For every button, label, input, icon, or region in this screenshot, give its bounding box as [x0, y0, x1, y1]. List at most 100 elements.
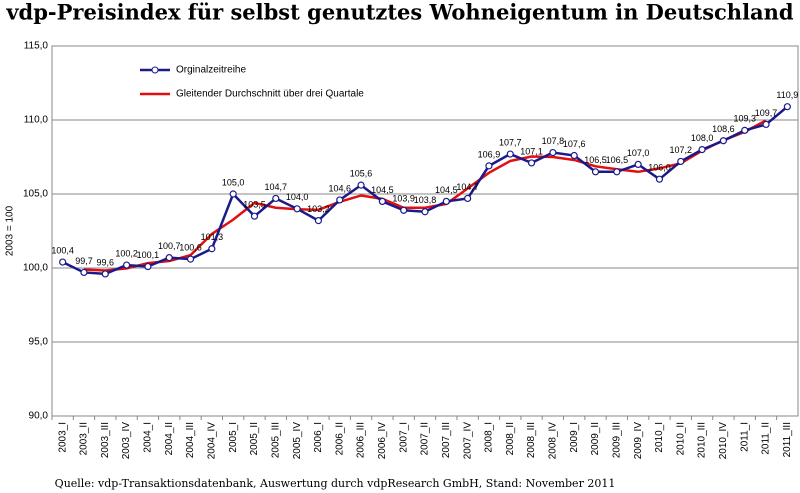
point: [613, 168, 621, 176]
point: [378, 197, 386, 205]
value-label: 104,7: [265, 182, 288, 192]
x-tick-label: 2004_IV: [206, 422, 217, 460]
value-label: 100,7: [158, 241, 181, 251]
point: [229, 190, 237, 198]
point: [101, 270, 109, 278]
value-label: 107,1: [520, 146, 543, 156]
legend-label: Orginalzeitreihe: [176, 65, 246, 76]
value-label: 109,3: [733, 114, 756, 124]
point: [314, 217, 323, 225]
x-tick-label: 2004_III: [185, 422, 196, 458]
x-tick-label: 2007_IV: [462, 422, 473, 460]
point: [122, 261, 131, 269]
x-tick-label: 2006_I: [313, 422, 324, 453]
x-tick-label: 2003_III: [100, 422, 111, 458]
value-label: 105,6: [350, 168, 373, 178]
x-tick-label: 2010_IV: [718, 422, 729, 460]
point: [59, 258, 67, 266]
x-tick-label: 2009_I: [569, 422, 580, 453]
x-tick-label: 2008_III: [526, 422, 537, 458]
point: [464, 194, 472, 203]
point: [570, 151, 578, 160]
value-label: 104,6: [328, 183, 351, 193]
value-label: 107,7: [499, 137, 522, 147]
value-label: 104,5: [435, 185, 458, 195]
x-tick-label: 2003_I: [57, 422, 68, 453]
x-tick-label: 2010_III: [697, 422, 708, 458]
point: [357, 181, 365, 189]
value-label: 107,2: [670, 145, 693, 155]
value-label: 108,0: [691, 133, 714, 143]
point: [250, 212, 259, 220]
value-label: 106,5: [584, 155, 607, 165]
point: [485, 162, 493, 170]
y-tick-label: 110,0: [24, 115, 49, 126]
legend-label: Gleitender Durchschnitt über drei Quarta…: [176, 89, 364, 100]
value-label: 110,9: [776, 90, 798, 100]
point: [442, 197, 450, 205]
y-tick-label: 95,0: [29, 337, 49, 348]
y-tick-label: 100,0: [23, 263, 48, 274]
point: [144, 262, 152, 271]
x-tick-label: 2005_I: [228, 422, 239, 453]
x-tick-label: 2006_II: [334, 422, 345, 455]
value-label: 100,2: [115, 248, 138, 258]
value-label: 108,6: [712, 124, 735, 134]
value-label: 103,2: [307, 204, 330, 214]
y-tick-label: 90,0: [29, 411, 49, 422]
value-label: 107,6: [563, 139, 586, 149]
point: [591, 168, 600, 176]
x-tick-label: 2003_IV: [121, 422, 132, 460]
value-label: 107,0: [627, 148, 650, 158]
x-tick-label: 2008_II: [505, 422, 516, 455]
point: [677, 157, 685, 166]
value-label: 101,3: [201, 232, 224, 242]
x-tick-label: 2011_III: [782, 422, 793, 457]
source: Quelle: vdp-Transaktionsdatenbank, Auswe…: [55, 477, 616, 490]
plot-area: [51, 45, 799, 417]
x-tick-label: 2006_IV: [377, 422, 388, 460]
series-line: [83, 119, 767, 272]
point: [762, 120, 770, 129]
point: [293, 205, 301, 213]
value-label: 100,1: [137, 250, 160, 260]
point: [783, 103, 791, 111]
point: [165, 254, 173, 262]
point: [400, 206, 408, 214]
value-label: 99,7: [75, 256, 93, 266]
value-label: 104,5: [371, 185, 394, 195]
value-label: 106,0: [648, 163, 671, 173]
y-axis-label: 2003 = 100: [5, 205, 16, 256]
point: [527, 159, 536, 167]
value-label: 100,6: [179, 242, 202, 252]
x-tick-label: 2008_IV: [548, 422, 559, 460]
value-label: 103,5: [243, 200, 266, 210]
value-label: 104,0: [286, 192, 309, 202]
x-tick-label: 2004_II: [164, 422, 175, 455]
y-tick-label: 115,0: [24, 41, 49, 52]
x-tick-label: 2009_III: [611, 422, 622, 458]
x-tick-label: 2007_III: [441, 422, 452, 458]
x-tick-label: 2009_II: [590, 422, 601, 455]
value-label: 109,7: [755, 108, 778, 118]
x-tick-label: 2005_II: [249, 422, 260, 455]
point: [208, 245, 216, 253]
point: [506, 150, 514, 158]
point: [549, 148, 557, 157]
value-label: 99,6: [97, 257, 115, 267]
x-tick-label: 2005_III: [270, 422, 281, 458]
x-tick-label: 2007_I: [398, 422, 409, 453]
point: [272, 194, 280, 203]
x-tick-label: 2008_I: [484, 422, 495, 453]
x-tick-label: 2010_II: [675, 422, 686, 455]
y-tick-label: 105,0: [23, 189, 48, 200]
point: [634, 160, 642, 168]
point: [655, 175, 664, 183]
x-tick-label: 2011_I: [739, 422, 750, 452]
x-tick-label: 2010_I: [654, 422, 665, 453]
x-tick-label: 2011_II: [761, 422, 772, 455]
value-label: 104,7: [456, 182, 479, 192]
value-label: 106,5: [606, 155, 629, 165]
point: [719, 137, 728, 145]
